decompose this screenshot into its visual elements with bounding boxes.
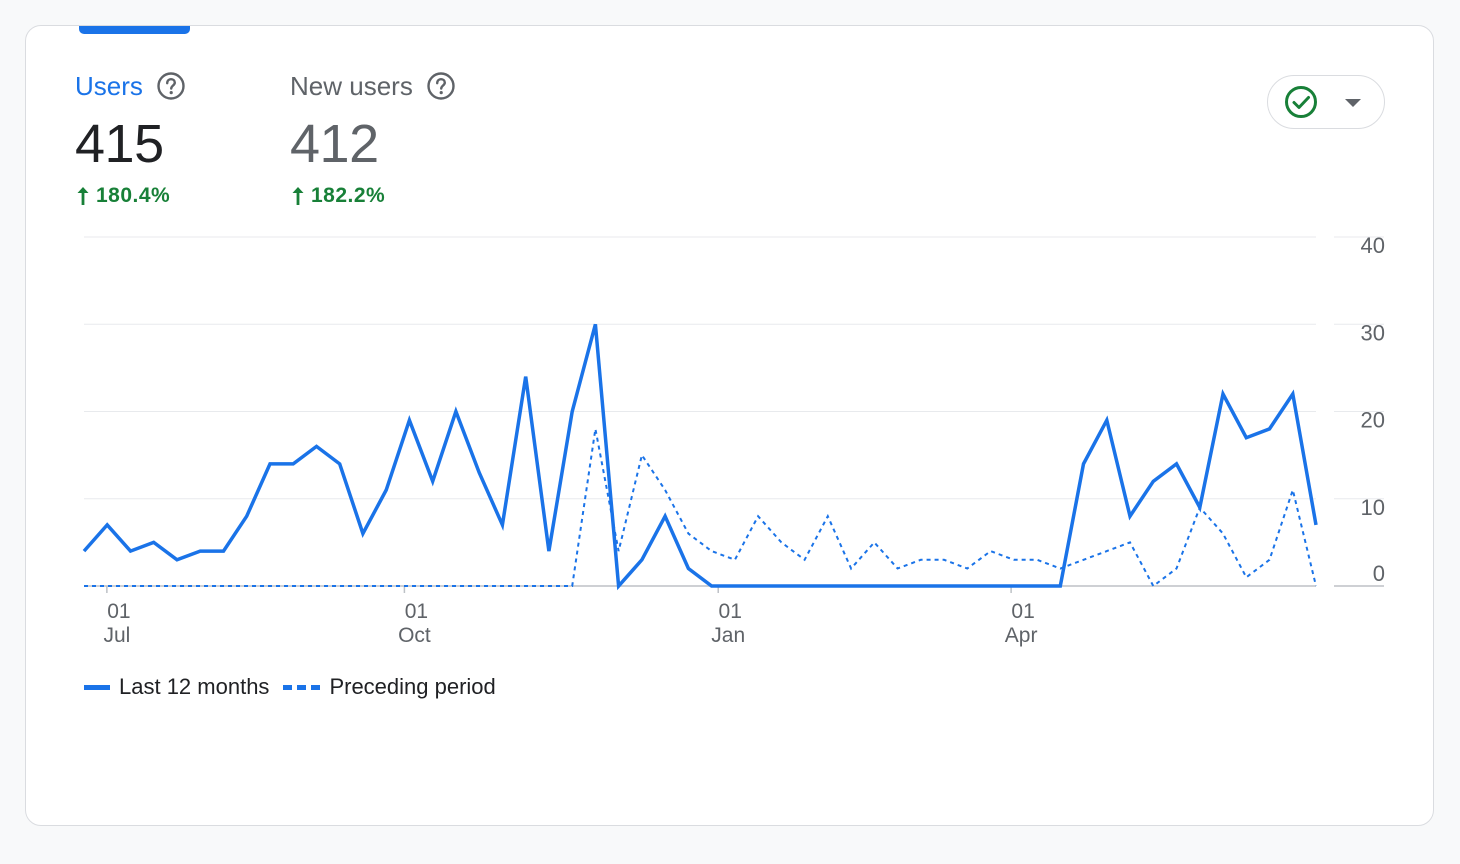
y-tick-label: 20 <box>1361 408 1385 433</box>
legend-item-previous[interactable]: Preceding period <box>283 674 496 700</box>
legend-item-current[interactable]: Last 12 months <box>84 674 269 700</box>
series-line-preceding <box>84 428 1317 588</box>
chart-legend: Last 12 months Preceding period <box>84 674 510 700</box>
y-tick-label: 40 <box>1361 233 1385 258</box>
check-circle-icon <box>1285 86 1317 118</box>
x-tick-month: Jan <box>711 624 745 647</box>
users-overview-card: Users 415 180.4% New users 412 <box>25 25 1434 826</box>
active-tab-indicator <box>79 26 190 34</box>
x-tick-day: 01 <box>107 600 130 623</box>
y-tick-label: 30 <box>1361 320 1385 345</box>
x-tick-month: Oct <box>398 624 431 647</box>
metric-change: 182.2% <box>290 184 456 208</box>
help-circle-icon[interactable] <box>426 71 456 101</box>
metric-change: 180.4% <box>75 184 186 208</box>
x-tick-month: Apr <box>1005 624 1038 647</box>
legend-label: Last 12 months <box>119 674 270 699</box>
metric-value: 412 <box>290 114 379 174</box>
dropdown-icon <box>1345 99 1361 107</box>
series-line-current <box>82 323 1318 591</box>
help-circle-icon[interactable] <box>156 71 186 101</box>
arrow-up-icon <box>77 187 89 205</box>
x-tick-day: 01 <box>1011 600 1034 623</box>
legend-swatch-solid <box>84 684 110 690</box>
x-tick-month: Jul <box>103 624 130 647</box>
y-tick-label: 0 <box>1373 561 1385 586</box>
legend-swatch-dashed <box>283 684 321 690</box>
metric-change-value: 182.2% <box>311 184 386 207</box>
metric-value: 415 <box>75 114 164 174</box>
arrow-up-icon <box>292 187 304 205</box>
insights-status-button[interactable] <box>1267 75 1385 129</box>
metric-label[interactable]: Users <box>75 71 143 101</box>
x-tick-day: 01 <box>405 600 428 623</box>
metric-label[interactable]: New users <box>290 71 413 101</box>
x-tick-day: 01 <box>719 600 742 623</box>
metric-change-value: 180.4% <box>96 184 171 207</box>
metric-new-users[interactable]: New users 412 182.2% <box>290 70 456 208</box>
legend-label: Preceding period <box>329 674 496 699</box>
metric-users[interactable]: Users 415 180.4% <box>75 70 186 208</box>
y-tick-label: 10 <box>1361 495 1385 520</box>
